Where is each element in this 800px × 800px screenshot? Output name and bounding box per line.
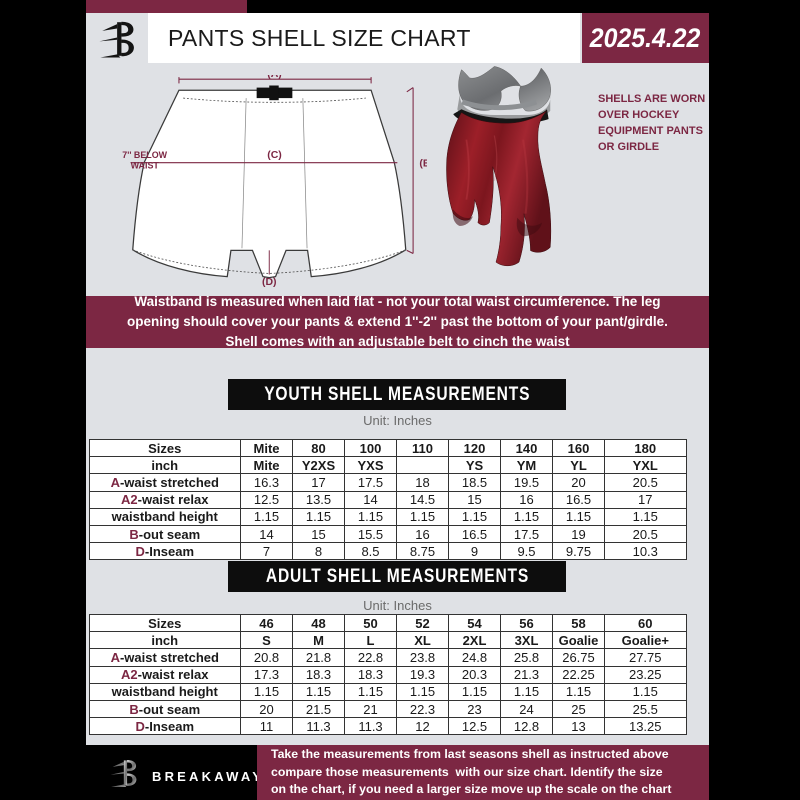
svg-text:(B): (B)	[419, 157, 427, 169]
svg-text:(A): (A)	[267, 75, 282, 80]
svg-text:(C): (C)	[267, 149, 282, 161]
svg-text:WAIST: WAIST	[131, 160, 160, 170]
svg-text:7'' BELOW: 7'' BELOW	[122, 150, 167, 160]
svg-text:(D): (D)	[262, 276, 277, 288]
